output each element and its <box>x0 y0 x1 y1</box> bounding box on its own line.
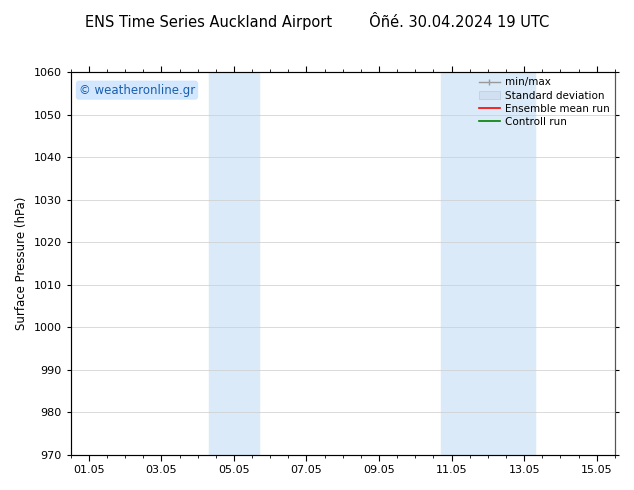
Text: © weatheronline.gr: © weatheronline.gr <box>79 84 195 97</box>
Y-axis label: Surface Pressure (hPa): Surface Pressure (hPa) <box>15 196 28 330</box>
Legend: min/max, Standard deviation, Ensemble mean run, Controll run: min/max, Standard deviation, Ensemble me… <box>476 74 612 130</box>
Bar <box>441 72 535 455</box>
Text: ENS Time Series Auckland Airport        Ôñé. 30.04.2024 19 UTC: ENS Time Series Auckland Airport Ôñé. 30… <box>85 12 549 30</box>
Bar <box>209 72 259 455</box>
